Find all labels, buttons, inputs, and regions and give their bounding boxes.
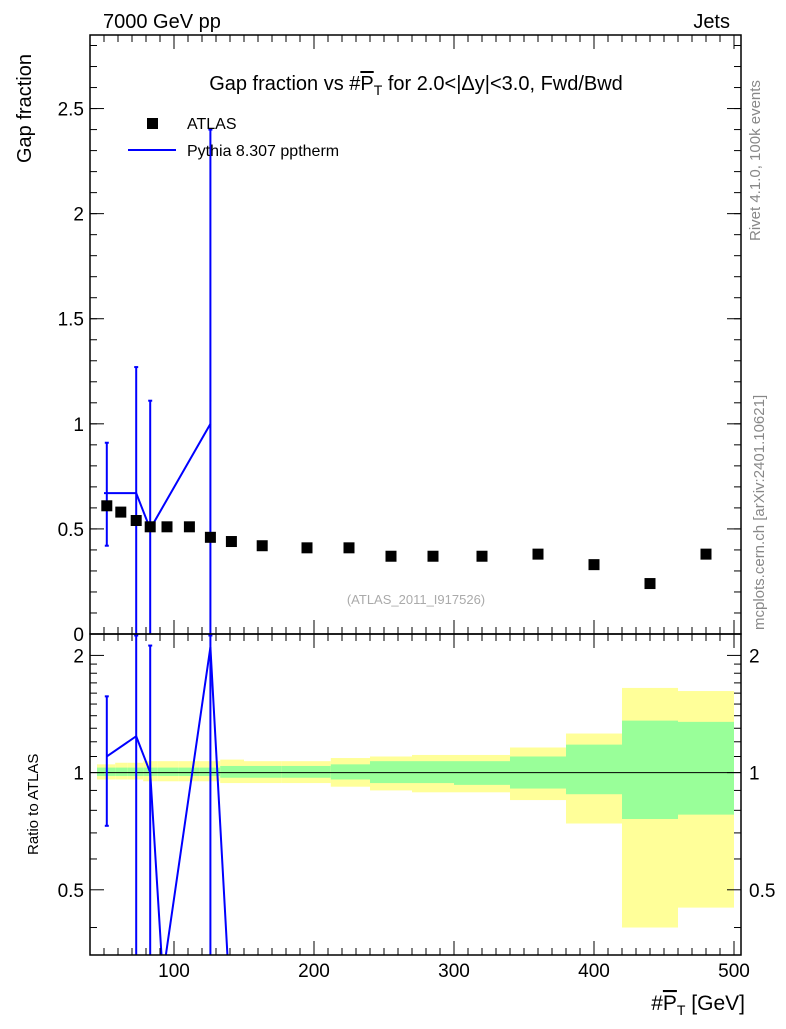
atlas-point [644,578,656,590]
atlas-point [115,506,127,518]
main-ytick-label-4: 2 [73,205,84,226]
atlas-point [130,515,142,527]
ratio-band-green [330,764,370,780]
xtick-label-2: 300 [438,961,470,982]
atlas-point [343,542,355,554]
main-y-axis-label: Gap fraction [14,54,36,163]
main-series [101,128,712,634]
main-x-ticks [103,35,735,634]
ratio-band-green [281,765,331,778]
atlas-point [301,542,313,554]
atlas-point [183,521,195,533]
watermark-label: (ATLAS_2011_I917526) [347,592,485,607]
ratio-ticks: 100 200 300 400 500 0.5 0.5 1 1 2 2 [58,634,775,982]
ratio-panel: 100 200 300 400 500 0.5 0.5 1 1 2 2 Ratio to ATLAS… [25,633,775,1018]
atlas-point [144,521,156,533]
rivet-version-label: Rivet 4.1.0, 100k events [747,80,764,241]
xtick-label-4: 500 [718,961,750,982]
atlas-point [101,500,113,512]
ratio-band-green [622,720,678,820]
main-ytick-label-5: 2.5 [58,100,84,121]
main-panel: 0 0.5 1 1.5 2 2.5 (ATLAS_2011_I917526) Gap fr… [14,34,742,646]
xtick-label-1: 200 [298,961,330,982]
atlas-point [385,550,397,562]
main-ytick-label-0: 0 [73,625,84,646]
legend-atlas-marker [147,118,158,129]
xtick-label-0: 100 [158,961,190,982]
atlas-point [204,531,216,543]
x-axis-label: #PT [GeV] [651,992,745,1018]
xlabel-p-overline: P [663,992,677,1015]
atlas-point [532,548,544,560]
header-energy-label: 7000 GeV pp [103,11,221,33]
ratio-ytick-label-0: 0.5 [58,881,84,902]
legend-atlas-label: ATLAS [187,116,237,133]
ratio-band-green [566,744,622,795]
atlas-point [588,559,600,571]
ratio-y-axis-label: Ratio to ATLAS [25,754,42,855]
main-ytick-label-1: 0.5 [58,520,84,541]
ratio-ytick-label-1: 1 [73,764,84,785]
atlas-point [161,521,173,533]
legend-pythia-label: Pythia 8.307 pptherm [187,143,339,160]
ratio-ytick-label-right-0: 0.5 [749,881,775,902]
ratio-band-green [157,767,179,777]
atlas-point [256,540,268,552]
ratio-frame [89,633,742,956]
main-y-ticks: 0 0.5 1 1.5 2 2.5 [58,45,741,646]
mcplots-label: mcplots.cern.ch [arXiv:2401.10621] [751,395,768,630]
ratio-band-green [678,721,734,815]
ratio-ytick-label-2: 2 [73,646,84,667]
main-ytick-label-2: 1 [73,415,84,436]
header-jets-label: Jets [693,11,730,33]
title-p-overline: P [360,73,373,95]
main-ytick-label-3: 1.5 [58,310,84,331]
pythia-line [104,423,212,532]
legend: ATLAS Pythia 8.307 pptherm [128,116,339,160]
ratio-band-green [244,765,282,778]
ratio-band-green [115,767,128,777]
pythia-ratio-line [106,647,229,955]
atlas-point [476,550,488,562]
ratio-ytick-label-right-2: 2 [749,646,760,667]
atlas-point [427,550,439,562]
atlas-point [225,536,237,548]
ratio-band-green [178,767,200,777]
ratio-band-green [220,765,244,778]
chart-title: Gap fraction vs #PT for 2.0<|Δy|<3.0, Fw… [209,73,623,98]
ratio-ytick-label-right-1: 1 [749,764,760,785]
ratio-series [104,634,229,955]
atlas-point [700,548,712,560]
xtick-label-3: 400 [578,961,610,982]
ratio-bands [97,687,734,928]
